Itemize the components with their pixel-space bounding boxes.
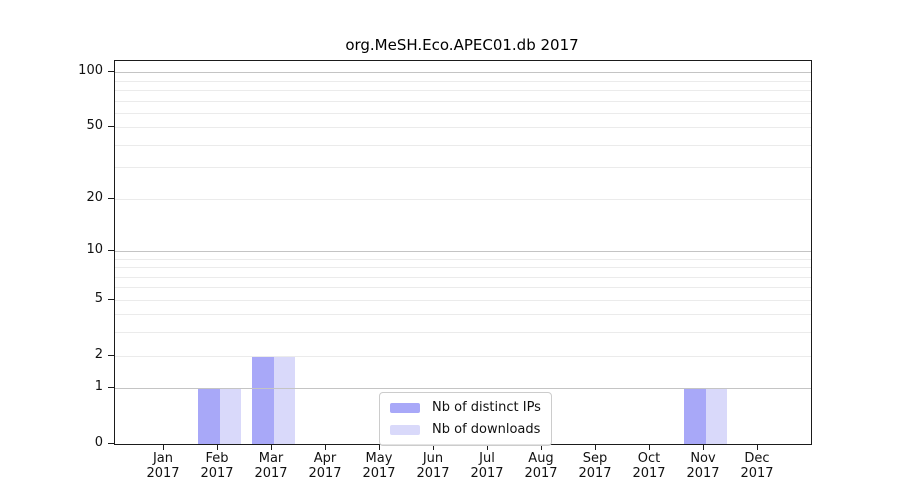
chart-title: org.MeSH.Eco.APEC01.db 2017 (345, 36, 579, 54)
y-tick-label: 20 (86, 189, 103, 205)
bar (705, 388, 727, 444)
legend: Nb of distinct IPs Nb of downloads (379, 392, 552, 446)
x-tick-label: Oct 2017 (632, 451, 666, 481)
x-tick-label: Aug 2017 (524, 451, 558, 481)
x-tick-label: Mar 2017 (254, 451, 288, 481)
x-tick (271, 444, 272, 450)
x-tick (379, 444, 380, 450)
y-tick-label: 50 (86, 118, 103, 134)
x-tick-label: Sep 2017 (578, 451, 612, 481)
gridline (115, 276, 811, 278)
x-tick-label: Jan 2017 (146, 451, 180, 481)
y-tick (108, 354, 115, 356)
gridline (115, 287, 811, 289)
legend-swatch-downloads-icon (390, 424, 420, 435)
gridline (115, 89, 811, 91)
gridline (115, 388, 811, 390)
y-tick (108, 197, 115, 199)
x-tick (217, 444, 218, 450)
plot-area: Nb of distinct IPs Nb of downloads (114, 60, 812, 446)
gridline (115, 314, 811, 316)
x-tick (595, 444, 596, 450)
gridline (115, 299, 811, 301)
gridline (115, 72, 811, 74)
gridline (115, 167, 811, 169)
y-tick-label: 5 (94, 290, 103, 306)
legend-item-distinct-ips: Nb of distinct IPs (390, 398, 541, 417)
y-tick-label: 100 (78, 63, 103, 79)
x-tick (703, 444, 704, 450)
gridline (115, 80, 811, 82)
legend-label-distinct-ips: Nb of distinct IPs (432, 400, 541, 415)
bar (219, 388, 241, 444)
y-tick-label: 2 (94, 346, 103, 362)
y-tick-label: 1 (94, 379, 103, 395)
gridline (115, 144, 811, 146)
x-tick (541, 444, 542, 450)
gridline (115, 258, 811, 260)
x-tick (649, 444, 650, 450)
x-tick-label: Feb 2017 (200, 451, 234, 481)
gridline (115, 100, 811, 102)
y-tick (108, 443, 115, 444)
x-tick-label: Nov 2017 (686, 451, 720, 481)
bar (198, 388, 220, 444)
x-tick-label: Jun 2017 (416, 451, 450, 481)
y-tick (108, 71, 115, 73)
x-tick (325, 444, 326, 450)
x-tick-label: May 2017 (362, 451, 396, 481)
legend-label-downloads: Nb of downloads (432, 422, 541, 437)
bar (684, 388, 706, 444)
gridline (115, 127, 811, 129)
legend-swatch-distinct-ips-icon (390, 402, 420, 413)
y-tick (108, 298, 115, 300)
bar (273, 355, 295, 444)
gridline (115, 355, 811, 357)
y-tick (108, 387, 115, 389)
y-tick (108, 249, 115, 251)
x-tick (487, 444, 488, 450)
gridline (115, 267, 811, 268)
x-tick-label: Apr 2017 (308, 451, 342, 481)
bar (252, 355, 274, 444)
x-tick (757, 444, 758, 450)
y-tick-label: 10 (86, 241, 103, 257)
x-tick (433, 444, 434, 450)
gridline (115, 112, 811, 114)
x-tick-label: Jul 2017 (470, 451, 504, 481)
y-tick-label: 0 (94, 435, 103, 450)
gridline (115, 250, 811, 252)
x-tick (163, 444, 164, 450)
legend-item-downloads: Nb of downloads (390, 420, 541, 439)
gridline (115, 198, 811, 200)
y-tick (108, 126, 115, 128)
x-tick-label: Dec 2017 (740, 451, 774, 481)
gridline (115, 332, 811, 334)
